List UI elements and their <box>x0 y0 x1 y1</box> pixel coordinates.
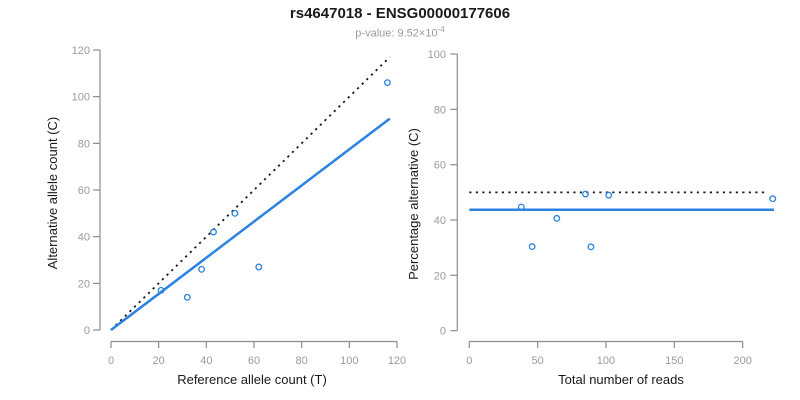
y-tick-label: 0 <box>440 326 446 338</box>
y-tick-label: 60 <box>434 160 446 172</box>
pvalue-exponent: -4 <box>437 25 445 34</box>
x-tick-label: 0 <box>108 355 114 367</box>
x-axis-title: Reference allele count (T) <box>177 372 327 387</box>
y-tick-label: 80 <box>78 138 90 150</box>
x-tick-label: 50 <box>532 355 544 367</box>
data-point <box>517 203 525 211</box>
y-tick-label: 0 <box>84 325 90 337</box>
x-tick-label: 120 <box>388 355 406 367</box>
x-tick-label: 80 <box>296 355 308 367</box>
data-point <box>605 191 613 199</box>
y-tick-label: 80 <box>434 104 446 116</box>
data-point <box>384 79 391 87</box>
data-point <box>255 263 263 271</box>
x-tick-label: 0 <box>466 355 472 367</box>
y-tick-label: 40 <box>78 232 90 244</box>
data-point <box>587 243 595 251</box>
data-point <box>183 293 191 301</box>
x-tick-label: 150 <box>665 355 683 367</box>
y-tick-label: 60 <box>78 185 90 197</box>
data-point <box>198 265 206 273</box>
pvalue-label: p-value: 9.52×10 <box>355 27 438 40</box>
y-tick-label: 120 <box>72 45 90 57</box>
data-point <box>528 243 536 251</box>
data-point <box>582 190 589 198</box>
y-tick-label: 20 <box>434 270 446 282</box>
x-tick-label: 40 <box>200 355 212 367</box>
data-point <box>231 209 239 217</box>
data-point <box>553 214 561 222</box>
x-tick-label: 200 <box>733 355 751 367</box>
identity-line <box>110 56 391 331</box>
y-axis-title: Percentage alternative (C) <box>406 128 421 280</box>
plot-percentage-vs-coverage: 0 20 40 60 80 100 0 50 100 150 200 Total number of … <box>406 49 777 387</box>
x-axis-title: Total number of reads <box>558 372 684 387</box>
fit-line <box>110 117 391 331</box>
y-tick-label: 40 <box>434 215 446 227</box>
y-tick-label: 20 <box>78 278 90 290</box>
pvalue-subtitle: p-value: 9.52×10-4 <box>0 24 800 40</box>
x-tick-label: 100 <box>597 355 615 367</box>
data-point <box>769 195 777 203</box>
chart-header: rs4647018 - ENSG00000177606 p-value: 9.5… <box>0 0 800 40</box>
plot-allele-counts: 0 20 40 60 80 100 120 0 20 40 60 80 100 120 Reference … <box>45 45 406 387</box>
y-tick-label: 100 <box>428 49 446 61</box>
y-axis-title: Alternative allele count (C) <box>45 117 60 269</box>
y-tick-label: 100 <box>72 92 90 104</box>
x-tick-label: 20 <box>153 355 165 367</box>
page-title: rs4647018 - ENSG00000177606 <box>289 5 511 22</box>
data-point <box>157 286 165 294</box>
data-point <box>210 228 217 236</box>
x-tick-label: 100 <box>340 355 358 367</box>
x-tick-label: 60 <box>248 355 260 367</box>
